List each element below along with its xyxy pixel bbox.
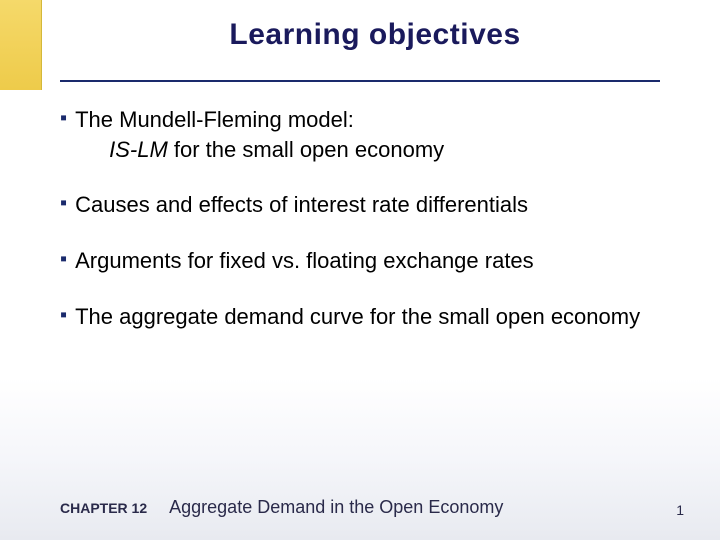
slide-title: Learning objectives xyxy=(60,18,690,52)
bullet-item: ▪ The aggregate demand curve for the sma… xyxy=(60,302,660,332)
islm-italic: IS-LM xyxy=(109,137,168,162)
bullet-line2: IS-LM for the small open economy xyxy=(109,135,444,165)
bullet-line2-rest: for the small open economy xyxy=(168,137,444,162)
bullet-marker: ▪ xyxy=(60,105,67,131)
page-number: 1 xyxy=(676,502,684,518)
bullet-marker: ▪ xyxy=(60,190,67,216)
title-underline xyxy=(60,80,660,82)
bullet-item: ▪ Causes and effects of interest rate di… xyxy=(60,190,660,220)
chapter-title: Aggregate Demand in the Open Economy xyxy=(169,497,690,518)
bullet-text: The Mundell-Fleming model: IS-LM for the… xyxy=(75,105,444,164)
chapter-label: CHAPTER 12 xyxy=(60,500,147,516)
bullet-marker: ▪ xyxy=(60,302,67,328)
bullet-text: The aggregate demand curve for the small… xyxy=(75,302,640,332)
slide-container: Learning objectives ▪ The Mundell-Flemin… xyxy=(0,0,720,540)
content-area: ▪ The Mundell-Fleming model: IS-LM for t… xyxy=(60,105,660,357)
bullet-line1: The Mundell-Fleming model: xyxy=(75,107,354,132)
bullet-text: Arguments for fixed vs. floating exchang… xyxy=(75,246,534,276)
bullet-text: Causes and effects of interest rate diff… xyxy=(75,190,528,220)
title-area: Learning objectives xyxy=(60,18,690,52)
gold-accent-strip xyxy=(0,0,42,90)
footer: CHAPTER 12 Aggregate Demand in the Open … xyxy=(60,497,690,518)
bullet-item: ▪ Arguments for fixed vs. floating excha… xyxy=(60,246,660,276)
bullet-marker: ▪ xyxy=(60,246,67,272)
bullet-item: ▪ The Mundell-Fleming model: IS-LM for t… xyxy=(60,105,660,164)
